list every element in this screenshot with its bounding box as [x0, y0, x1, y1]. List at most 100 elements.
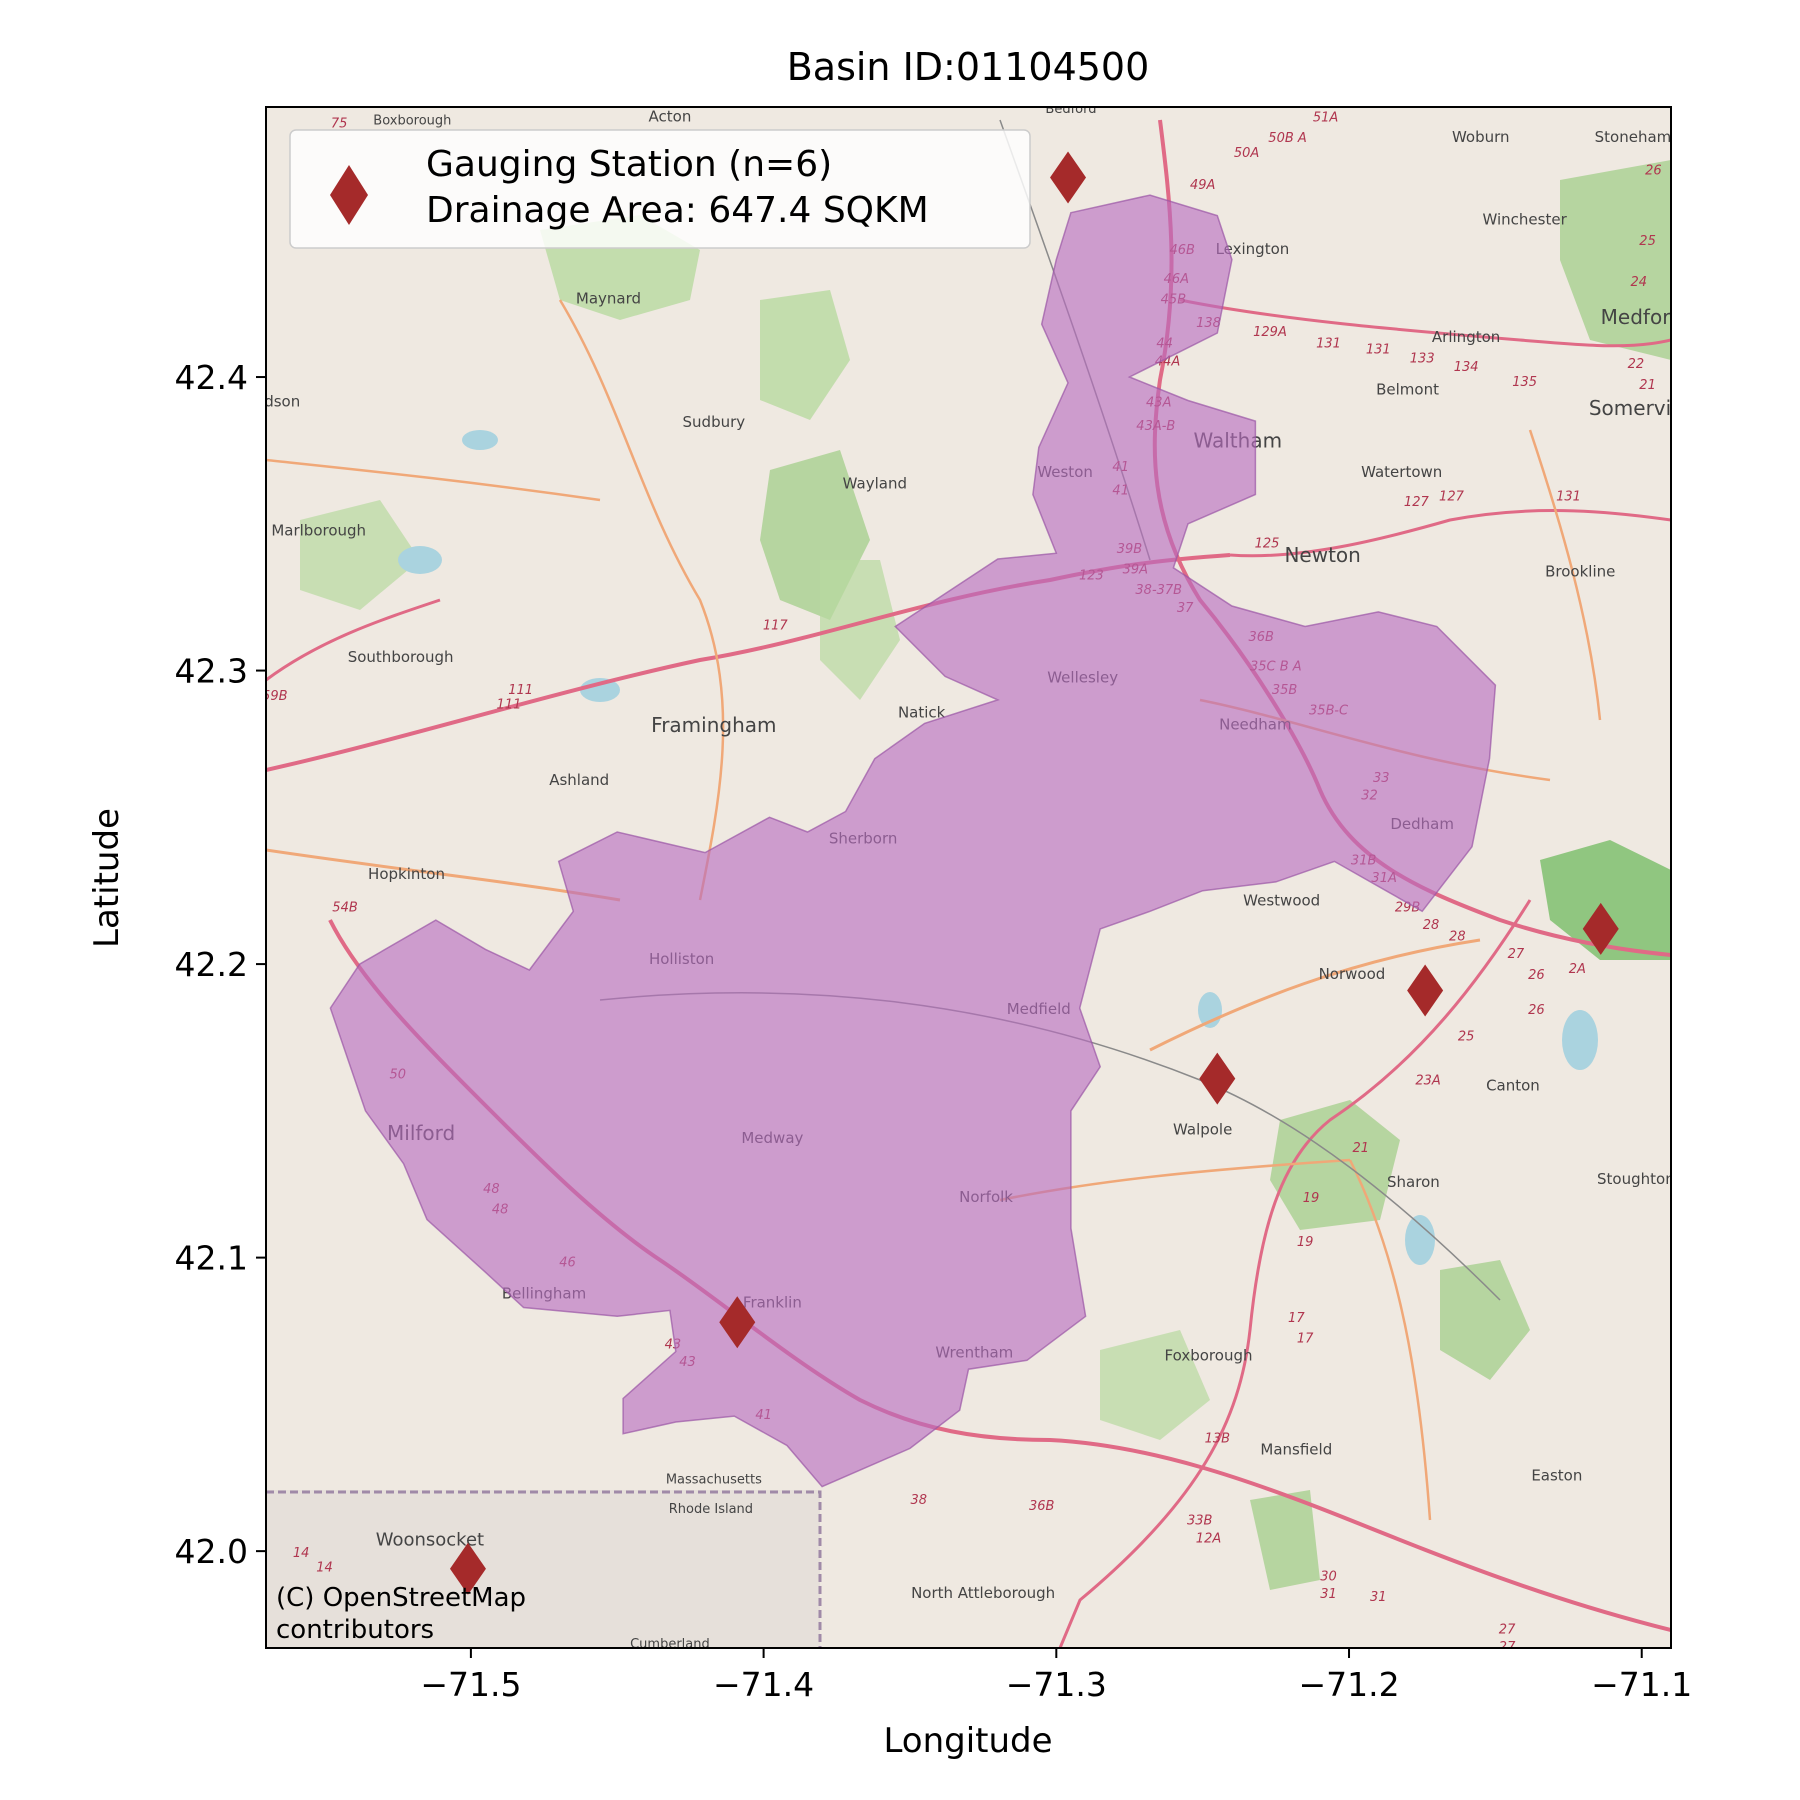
place-label: Belmont — [1376, 381, 1439, 399]
road-shield-label: 59B — [262, 689, 288, 704]
x-tick-label: −71.3 — [1006, 1665, 1107, 1704]
place-label: Mansfield — [1260, 1440, 1332, 1458]
osm-basemap — [266, 119, 1671, 1648]
road-shield-label: 17 — [1297, 1332, 1314, 1347]
legend-box — [289, 129, 1031, 249]
y-tick-label: 42.3 — [175, 652, 248, 691]
x-tick-label: −71.5 — [420, 1665, 521, 1704]
road-shield-label: 12A — [1196, 1531, 1221, 1546]
road-shield-label: 129A — [1253, 325, 1287, 340]
place-label: Easton — [1531, 1467, 1582, 1485]
legend[interactable]: Gauging Station (n=6) Drainage Area: 647… — [289, 129, 1031, 249]
gauging-station-marker[interactable] — [1407, 964, 1444, 1017]
x-tick-label: −71.1 — [1591, 1665, 1692, 1704]
road-shield-label: 135 — [1512, 375, 1537, 390]
road-shield-label: 26 — [1645, 164, 1662, 179]
road-shield-label: 111 — [508, 683, 533, 698]
road-shield-label: 30 — [1320, 1569, 1337, 1584]
road-shield-label: 26 — [1528, 1003, 1545, 1018]
road-shield-label: 21 — [1639, 378, 1656, 393]
road-shield-label: 117 — [763, 618, 789, 633]
gauging-station-marker[interactable] — [719, 1296, 756, 1349]
road-shield-label: 24 — [1631, 275, 1648, 290]
gauging-station-marker[interactable] — [449, 1542, 486, 1595]
gauging-station-marker[interactable] — [1050, 151, 1087, 204]
place-label: Acton — [649, 108, 692, 126]
road-shield-label: 131 — [1556, 489, 1581, 504]
road-shield-label: 22 — [1628, 357, 1645, 372]
road-shield-label: 14 — [316, 1561, 333, 1576]
road-shield-label: 17 — [1288, 1311, 1305, 1326]
place-label: Watertown — [1361, 463, 1442, 481]
gauging-station-marker[interactable] — [1582, 902, 1619, 955]
road-shield-label: 19 — [1297, 1235, 1314, 1250]
legend-area-label: Drainage Area: 647.4 SQKM — [426, 190, 929, 231]
map-area: Acton Boxborough Bedford Woburn Stoneham Winc… — [243, 102, 1695, 1652]
road-shield-label: 134 — [1454, 360, 1479, 375]
road-shield-label: 54B — [332, 900, 358, 915]
place-label: Somerville — [1589, 396, 1695, 420]
road-shield-label: 50A — [1234, 146, 1259, 161]
place-label: North Attleborough — [911, 1584, 1055, 1602]
road-shield-label: 75 — [331, 117, 348, 132]
place-label: Natick — [898, 704, 946, 722]
gauging-station-marker[interactable] — [1199, 1052, 1236, 1105]
road-shield-label: 36B — [1029, 1499, 1055, 1514]
road-shield-label: 125 — [1255, 536, 1280, 551]
place-label: Brookline — [1545, 563, 1615, 581]
road-shield-label: 13B — [1205, 1432, 1231, 1447]
road-shield-label: 50B A — [1268, 131, 1307, 146]
place-label: Woonsocket — [376, 1529, 484, 1550]
road-shield-label: 25 — [1639, 234, 1656, 249]
y-tick-label: 42.4 — [175, 358, 248, 397]
place-label: Hopkinton — [368, 865, 445, 883]
road-shield-label: 38 — [910, 1493, 927, 1508]
x-axis-label: Longitude — [883, 1721, 1052, 1761]
place-label: Stoughton — [1597, 1170, 1675, 1188]
gauging-stations — [449, 151, 1619, 1595]
place-label: Norwood — [1319, 965, 1386, 983]
road-shield-label: 27 — [1499, 1622, 1516, 1637]
road-shield-label: 2A — [1569, 962, 1586, 977]
place-label: Medford — [1601, 305, 1683, 329]
y-tick-label: 42.1 — [175, 1239, 248, 1278]
place-label: Wayland — [843, 475, 907, 493]
place-label: Sharon — [1387, 1173, 1440, 1191]
road-shield-label: 33B — [1187, 1514, 1213, 1529]
road-shield-label: 25 — [1458, 1029, 1475, 1044]
y-axis-ticks: 42.0 42.1 42.2 42.3 42.4 — [175, 358, 266, 1571]
road-shield-label: 51A — [1313, 111, 1338, 126]
place-label: Foxborough — [1165, 1346, 1253, 1364]
x-tick-label: −71.2 — [1298, 1665, 1399, 1704]
road-shield-label: 31 — [1320, 1587, 1337, 1602]
x-axis-ticks: −71.5 −71.4 −71.3 −71.2 −71.1 — [420, 1648, 1692, 1704]
place-label: Maynard — [576, 290, 641, 308]
road-shield-label: 131 — [1316, 337, 1341, 352]
road-shield-label: 26 — [1528, 968, 1545, 983]
place-label: Hudson — [243, 392, 300, 410]
place-label: Lexington — [1216, 240, 1290, 258]
place-label: Walpole — [1173, 1120, 1232, 1138]
attribution-line-1: (C) OpenStreetMap — [276, 1583, 526, 1613]
place-label: Boxborough — [373, 114, 451, 129]
drainage-area-polygon — [329, 194, 1497, 1488]
road-shield-label: 49A — [1190, 178, 1215, 193]
road-shield-label: 28 — [1423, 918, 1440, 933]
x-tick-label: −71.4 — [713, 1665, 814, 1704]
place-label: Rhode Island — [669, 1502, 753, 1517]
place-label: Woburn — [1452, 128, 1510, 146]
place-label: Westwood — [1243, 891, 1320, 909]
place-label: Winchester — [1483, 210, 1568, 228]
road-shield-label: 23A — [1415, 1073, 1440, 1088]
road-shield-label: 19 — [1303, 1191, 1320, 1206]
place-label: Southborough — [348, 648, 454, 666]
legend-station-marker-icon — [330, 165, 368, 225]
road-shield-label: 21 — [1352, 1141, 1369, 1156]
y-tick-label: 42.0 — [175, 1532, 248, 1571]
road-shield-label: 111 — [497, 698, 522, 713]
place-label: Bedford — [1045, 102, 1096, 117]
place-label: Canton — [1486, 1076, 1540, 1094]
place-label: Cumberland — [630, 1637, 710, 1652]
legend-station-label: Gauging Station (n=6) — [426, 144, 832, 185]
place-label: Marlborough — [271, 522, 366, 540]
